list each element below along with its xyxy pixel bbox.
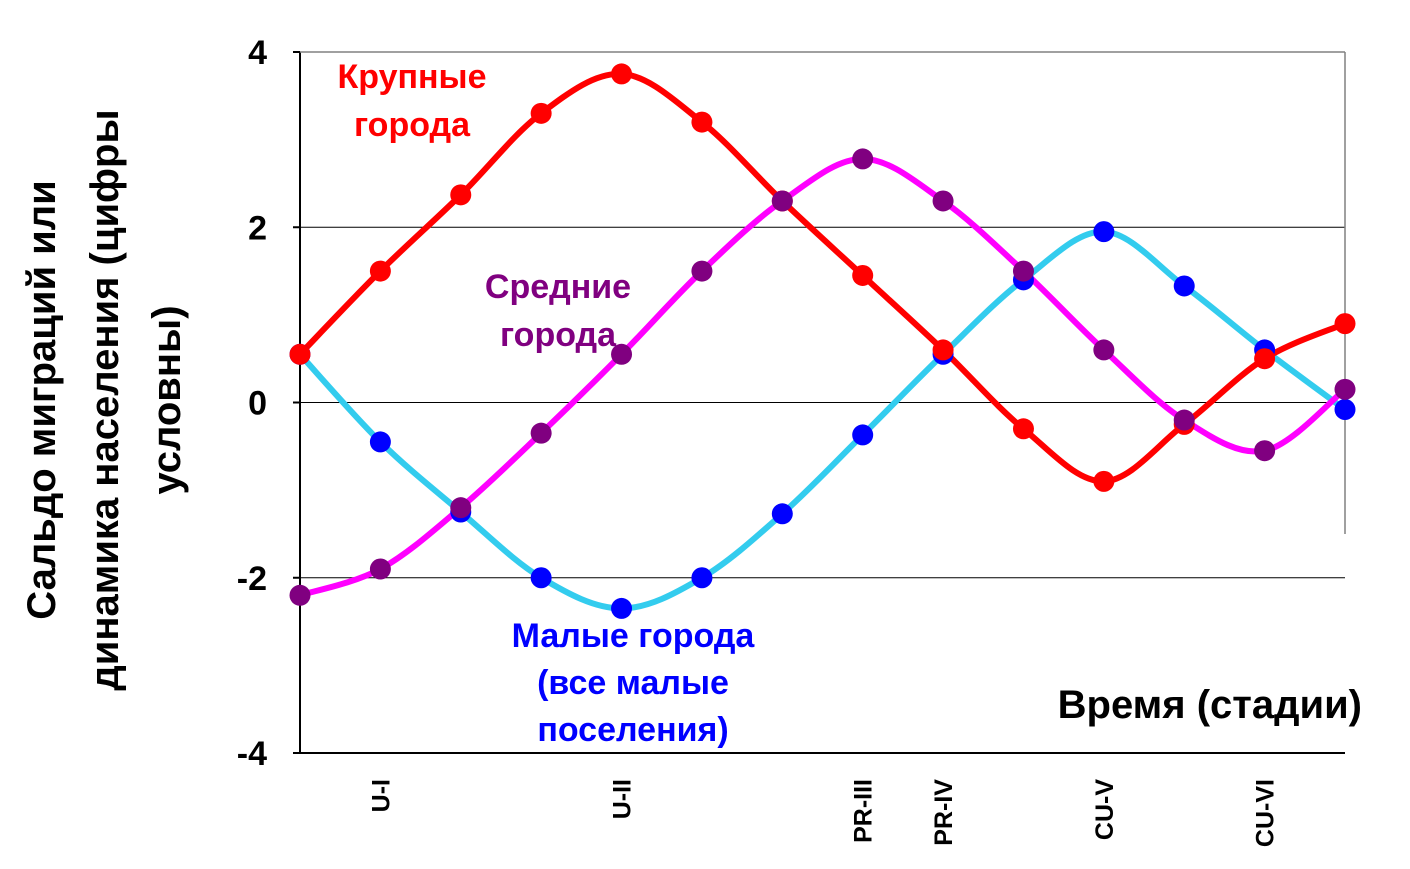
y-tick-label-3: -2 [237,560,267,598]
point-large-cities-13 [1334,313,1356,335]
point-large-cities-9 [1012,418,1034,440]
y-axis-label-line-1: Сальдо миграций или [20,180,64,620]
point-small-towns-5 [691,567,713,589]
annotations: Крупные города Средние города Малые города (в… [338,58,756,749]
point-small-towns-6 [771,503,793,525]
point-small-towns-4 [611,597,633,619]
point-medium-cities-0 [289,584,311,606]
point-medium-cities-1 [369,558,391,580]
y-tick-label-0: 4 [248,34,267,72]
y-axis-ticks: 4 2 0 -2 -4 [237,34,300,773]
annotation-large-cities-line-1: Крупные [338,58,487,96]
point-small-towns-13 [1334,399,1356,421]
annotation-small-towns-line-1: Малые города [512,617,756,655]
point-large-cities-2 [450,184,472,206]
plot-area [299,51,1346,754]
point-small-towns-3 [530,567,552,589]
point-large-cities-10 [1093,470,1115,492]
point-large-cities-7 [852,264,874,286]
y-axis-label: Сальдо миграций или динамика населения (… [20,109,189,690]
point-medium-cities-8 [932,190,954,212]
point-medium-cities-13 [1334,378,1356,400]
y-tick-label-1: 2 [248,209,267,247]
x-axis-ticks: U-I U-II PR-III PR-IV CU-V CU-VI [367,779,1279,847]
x-tick-label-3: PR-IV [930,779,958,846]
y-tick-label-4: -4 [237,735,267,773]
point-large-cities-8 [932,339,954,361]
point-small-towns-1 [369,431,391,453]
point-medium-cities-6 [771,190,793,212]
annotation-small-towns-line-3: поселения) [537,711,728,749]
point-small-towns-10 [1093,221,1115,243]
point-medium-cities-11 [1173,409,1195,431]
y-tick-label-2: 0 [248,385,267,423]
point-medium-cities-7 [852,148,874,170]
point-large-cities-0 [289,343,311,365]
point-medium-cities-2 [450,497,472,519]
annotation-medium-cities-line-1: Средние [485,268,631,306]
point-medium-cities-10 [1093,339,1115,361]
point-large-cities-12 [1254,348,1276,370]
x-tick-label-5: CU-VI [1252,779,1280,847]
point-large-cities-3 [530,102,552,124]
x-tick-label-4: CU-V [1091,779,1119,840]
annotation-small-towns-line-2: (все малые [537,664,729,702]
x-tick-label-2: PR-III [850,779,878,843]
x-axis-label: Время (стадии) [1058,683,1362,727]
point-small-towns-7 [852,424,874,446]
point-medium-cities-9 [1012,260,1034,282]
annotation-large-cities-line-2: города [354,106,471,144]
point-large-cities-1 [369,260,391,282]
point-medium-cities-5 [691,260,713,282]
y-axis-label-line-2: динамика населения (цифры [83,109,127,690]
series-line-medium-cities [297,155,1348,599]
series-group [289,63,1356,619]
point-large-cities-4 [611,63,633,85]
y-axis-label-line-3: условны) [145,305,189,494]
point-medium-cities-12 [1254,440,1276,462]
point-medium-cities-3 [530,422,552,444]
point-small-towns-11 [1173,275,1195,297]
point-large-cities-5 [691,111,713,133]
annotation-medium-cities-line-2: города [500,316,617,354]
x-tick-label-0: U-I [367,779,395,812]
point-medium-cities-4 [611,343,633,365]
x-tick-label-1: U-II [609,779,637,819]
